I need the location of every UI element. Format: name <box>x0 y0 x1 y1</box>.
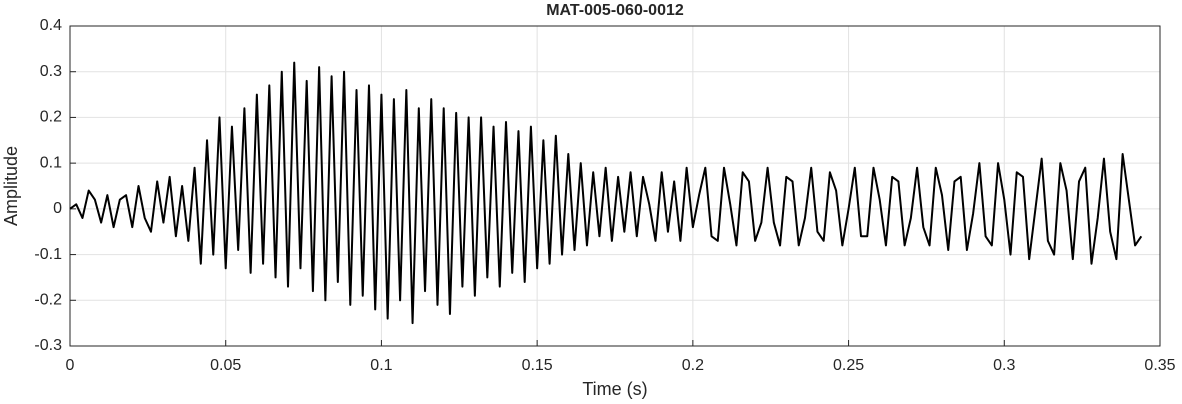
y-tick-label: 0 <box>53 200 62 217</box>
x-axis-label: Time (s) <box>582 379 647 399</box>
x-tick-label: 0.05 <box>210 357 241 374</box>
y-tick-label: -0.1 <box>34 246 62 263</box>
plot-area <box>70 26 1160 346</box>
chart-title: MAT-005-060-0012 <box>546 2 684 19</box>
waveform-line <box>69 61 1143 325</box>
x-tick-label: 0.2 <box>682 357 704 374</box>
y-tick-label: 0.4 <box>40 17 62 34</box>
x-tick-label: 0.15 <box>522 357 553 374</box>
y-tick-label: 0.3 <box>40 63 62 80</box>
y-tick-label: -0.3 <box>34 337 62 354</box>
plot-frame <box>69 25 1161 347</box>
x-tick-label: 0.3 <box>993 357 1015 374</box>
y-tick-label: -0.2 <box>34 292 62 309</box>
y-axis-label: Amplitude <box>1 146 21 226</box>
x-tick-label: 0.1 <box>370 357 392 374</box>
y-tick-label: 0.2 <box>40 109 62 126</box>
y-tick-label: 0.1 <box>40 154 62 171</box>
x-tick-label: 0 <box>66 357 75 374</box>
x-tick-label: 0.35 <box>1144 357 1175 374</box>
x-tick-label: 0.25 <box>833 357 864 374</box>
